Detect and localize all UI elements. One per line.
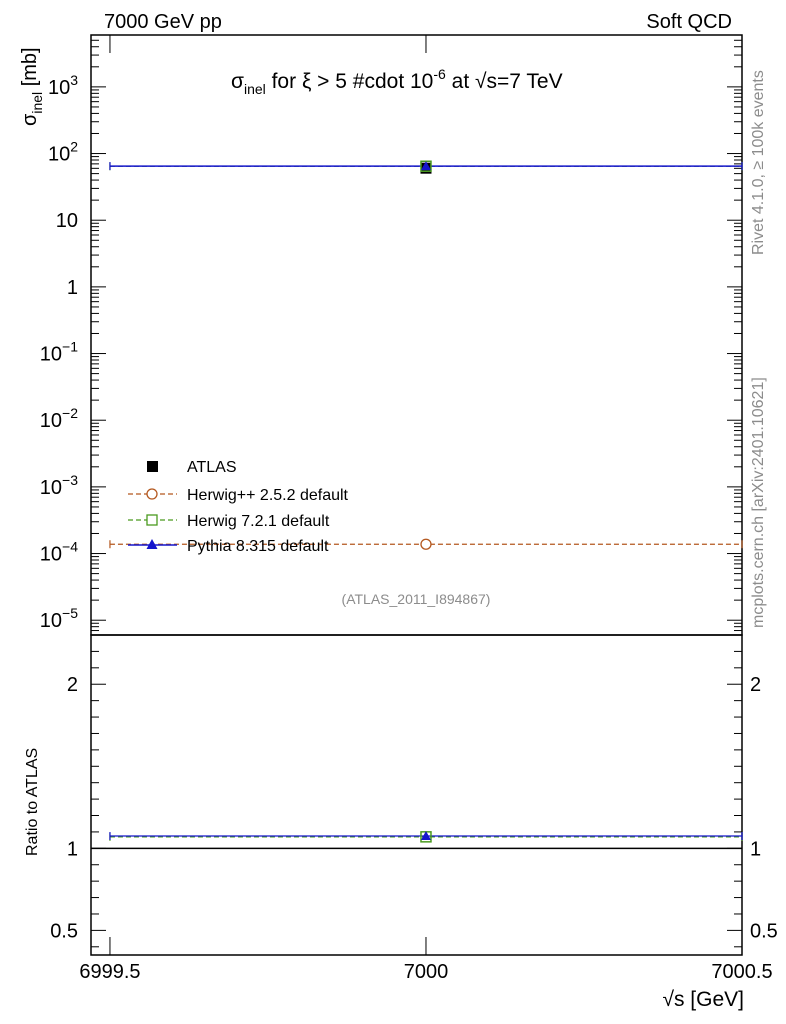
tick-exponent: −5	[62, 605, 78, 621]
legend-label-atlas: ATLAS	[187, 459, 237, 476]
tick-base: 10	[40, 610, 62, 632]
y-label-sigma: σ	[19, 113, 41, 126]
ratio-point-pythia	[420, 831, 431, 841]
ratio-y-axis: 0.5 0.5 1 1 2 2	[50, 650, 778, 948]
legend-label-pythia: Pythia 8.315 default	[187, 538, 329, 555]
ratio-y-tick-label-right: 0.5	[750, 920, 778, 942]
ratio-y-axis-label: Ratio to ATLAS	[24, 748, 41, 856]
ratio-plot-frame	[90, 634, 743, 956]
y-label-unit: [mb]	[19, 47, 41, 91]
x-axis: 6999.5 7000 7000.5	[79, 35, 773, 983]
tick-base: 10	[48, 144, 70, 166]
main-y-tick-label: 10−5	[40, 605, 78, 632]
main-series-layer	[109, 160, 743, 550]
main-y-tick-label: 10−4	[40, 539, 78, 566]
tick-base: 10	[40, 344, 62, 366]
data-point-herwigpp	[420, 538, 432, 550]
legend-marker-pythia	[146, 539, 158, 549]
tick-exponent: 3	[70, 72, 78, 88]
main-y-axis-label: σinel [mb]	[19, 47, 45, 126]
data-point-pythia	[420, 161, 431, 171]
legend-label-herwig7: Herwig 7.2.1 default	[187, 513, 330, 530]
legend-marker-atlas	[147, 461, 158, 472]
tick-base: 10	[40, 410, 62, 432]
ratio-y-tick-label: 2	[67, 674, 78, 696]
title-sigma: σ	[231, 70, 244, 93]
tick-exponent: −3	[62, 472, 78, 488]
y-label-sub: inel	[29, 92, 45, 114]
x-axis-label: √s [GeV]	[662, 988, 744, 1011]
analysis-watermark: (ATLAS_2011_I894867)	[342, 591, 491, 607]
tick-exponent: −1	[62, 339, 78, 355]
tick-exponent: 2	[70, 139, 78, 155]
main-title: σinel for ξ > 5 #cdot 10-6 at √s=7 TeV	[231, 66, 563, 97]
ratio-y-tick-label: 0.5	[50, 920, 78, 942]
mcplots-label: mcplots.cern.ch [arXiv:2401.10621]	[750, 377, 767, 628]
legend-marker-herwig7	[146, 514, 158, 526]
x-tick-label: 6999.5	[79, 961, 140, 983]
tick-exponent: −4	[62, 539, 78, 555]
x-tick-label: 7000	[404, 961, 449, 983]
tick-base: 10	[40, 544, 62, 566]
main-y-tick-label: 10−2	[40, 405, 78, 432]
tick-base: 10	[48, 77, 70, 99]
tick-base: 10	[40, 477, 62, 499]
main-y-tick-label: 103	[48, 72, 78, 99]
main-y-tick-label: 102	[48, 139, 78, 166]
header-left-label: 7000 GeV pp	[104, 11, 222, 33]
tick-exponent: −2	[62, 405, 78, 421]
x-tick-label: 7000.5	[711, 961, 772, 983]
ratio-y-tick-label: 1	[67, 838, 78, 860]
main-y-tick-label: 10	[56, 210, 78, 232]
legend: ATLAS Herwig++ 2.5.2 default Herwig 7.2.…	[128, 459, 349, 555]
title-sub: inel	[244, 81, 266, 97]
ratio-y-tick-label-right: 2	[750, 674, 761, 696]
main-y-tick-label: 10−3	[40, 472, 78, 499]
ratio-y-tick-label-right: 1	[750, 838, 761, 860]
title-tail: at √s=7 TeV	[446, 70, 563, 93]
legend-label-herwigpp: Herwig++ 2.5.2 default	[187, 487, 349, 504]
header-right-label: Soft QCD	[646, 11, 732, 33]
legend-marker-herwigpp	[146, 488, 158, 500]
rivet-version-label: Rivet 4.1.0, ≥ 100k events	[750, 70, 767, 255]
main-y-tick-label: 1	[67, 277, 78, 299]
title-sup: -6	[433, 66, 446, 82]
title-mid: for ξ > 5 #cdot 10	[266, 70, 434, 93]
ratio-series-layer	[91, 831, 743, 850]
main-y-tick-label: 10−1	[40, 339, 78, 366]
